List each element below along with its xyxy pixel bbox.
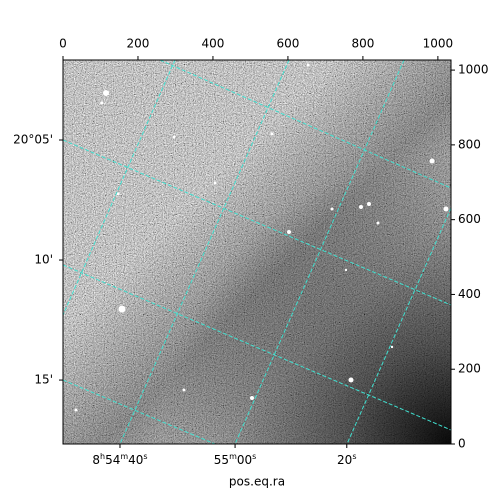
y-tick-label: 400 [458,287,481,301]
plot-frame [62,59,452,445]
x-tick-label: 600 [276,37,299,51]
x-tick-label: 800 [351,37,374,51]
ra-tick-label: 20s [337,452,356,467]
ra-tick-label: 55m00s [214,452,257,467]
y-tick-label: 600 [458,212,481,226]
x-tick-label: 1000 [423,37,454,51]
y-tick-label: 0 [458,437,466,451]
y-tick-label: 200 [458,362,481,376]
dec-tick-label: 10' [34,253,53,267]
x-tick-label: 200 [127,37,150,51]
dec-tick-label: 15' [34,373,53,387]
sky-image [63,60,451,444]
x-axis-label: pos.eq.ra [229,475,285,489]
y-tick-label: 1000 [458,63,489,77]
dec-tick-label: 20°05' [13,133,53,147]
y-tick-label: 800 [458,137,481,151]
x-tick-label: 0 [59,37,67,51]
ra-tick-label: 8h54m40s [92,452,147,467]
x-tick-label: 400 [201,37,224,51]
